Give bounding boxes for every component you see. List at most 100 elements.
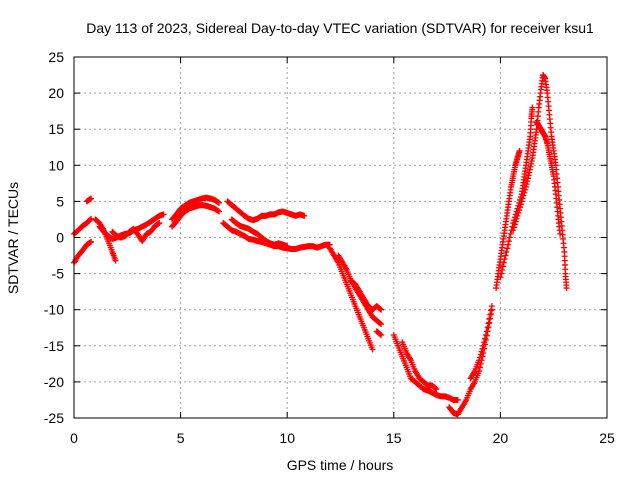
series-j [220,220,333,253]
data-point [499,266,506,273]
data-point [479,345,486,352]
data-point [529,104,536,111]
data-point [377,331,384,338]
data-point [512,218,519,225]
data-point [506,234,513,241]
data-point [485,320,492,327]
series-g [169,194,222,223]
data-point [476,354,483,361]
y-tick-label: -10 [44,302,64,318]
x-axis-label: GPS time / hours [287,457,394,473]
data-point [156,220,163,227]
series-n [348,277,385,313]
series-o [373,328,385,338]
data-point [520,192,527,199]
data-point [378,331,385,338]
data-point [301,212,308,219]
data-point [563,285,570,292]
data-point [88,238,95,245]
data-point [511,221,518,228]
data-point [483,328,490,335]
data-point [480,342,487,349]
data-point [88,215,95,222]
data-point [515,209,522,216]
data-point [503,248,510,255]
y-axis-label: SDTVAR / TECUs [5,182,21,294]
y-tick-label: -25 [44,410,64,426]
data-point [499,263,506,270]
data-point [501,256,508,263]
data-point [510,227,517,234]
plot-frame [73,56,608,419]
data-point [481,339,488,346]
data-point [486,316,493,323]
series-s [467,303,495,382]
data-point [432,385,439,392]
data-point [521,189,528,196]
y-tick-label: 15 [48,121,64,137]
x-tick-label: 5 [177,430,185,446]
series-i [224,198,308,224]
data-point [517,204,524,211]
chart-title: Day 113 of 2023, Sidereal Day-to-day VTE… [86,20,594,36]
data-point [511,224,518,231]
data-point [284,243,291,250]
data-point [377,305,384,312]
y-tick-label: 5 [56,193,64,209]
data-point [516,207,523,214]
series-l [326,245,376,353]
data-point [476,357,483,364]
series-q [399,339,440,393]
data-point [507,230,514,237]
data-point [518,198,525,205]
series-t [493,147,523,292]
series-c [83,195,95,205]
data-point [215,208,222,215]
x-tick-label: 15 [386,430,402,446]
data-point [505,241,512,248]
data-point [497,274,504,281]
data-point [454,396,461,403]
data-point [514,212,521,219]
x-tick-label: 20 [493,430,509,446]
grid-lines [74,57,607,418]
series-b [71,215,95,237]
y-tick-label: 10 [48,157,64,173]
series-p [390,331,461,403]
data-point [516,147,523,154]
y-tick-label: -20 [44,374,64,390]
data-point [484,324,491,331]
data-point [488,307,495,314]
data-point [498,270,505,277]
series-k [228,216,291,250]
data-point [488,303,495,310]
x-tick-label: 10 [279,430,295,446]
data-point [482,335,489,342]
data-series [71,72,570,418]
x-tick-label: 25 [599,430,615,446]
data-point [369,346,376,353]
x-tick-label: 0 [70,430,78,446]
data-point [517,201,524,208]
data-point [377,320,384,327]
data-point [478,348,485,355]
y-tick-label: -15 [44,338,64,354]
data-point [378,306,385,313]
series-v [510,72,570,292]
data-point [215,199,222,206]
series-w [533,118,564,237]
data-point [378,321,385,328]
data-point [500,259,507,266]
data-point [87,216,94,223]
y-tick-label: 0 [56,230,64,246]
series-f [109,220,163,245]
y-tick-label: -5 [52,266,65,282]
data-point [522,186,529,193]
data-point [482,331,489,338]
data-point [433,386,440,393]
data-point [112,257,119,264]
y-tick-label: 20 [48,85,64,101]
data-point [88,195,95,202]
data-point [160,211,167,218]
